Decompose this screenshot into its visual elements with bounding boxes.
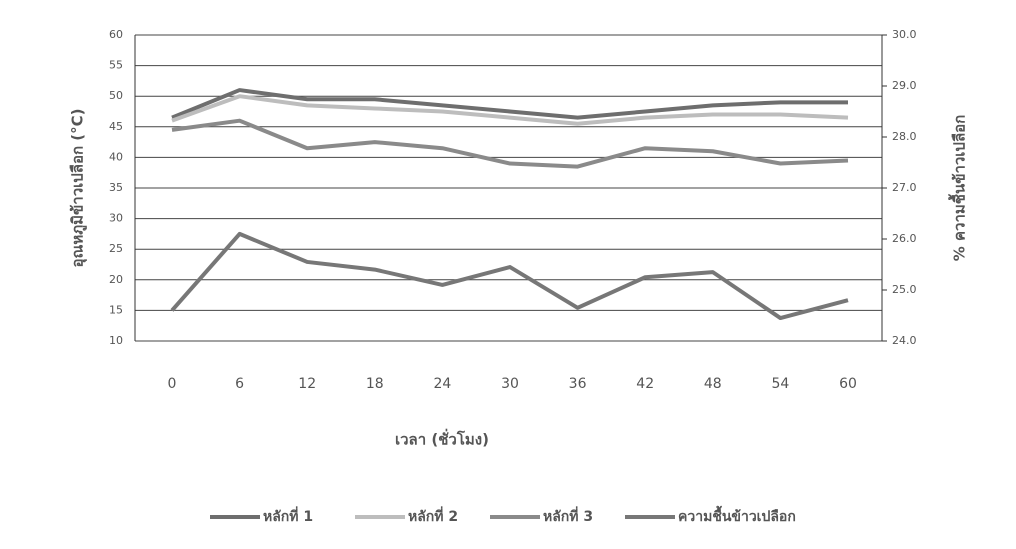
x-tick-label: 42	[636, 376, 654, 392]
x-tick-label: 36	[569, 376, 587, 392]
y-tick-label: 15	[109, 303, 123, 316]
x-tick-label: 30	[501, 376, 519, 392]
legend-label: หลักที่ 3	[543, 506, 593, 525]
y2-axis-label: % ความชื้นข้าวเปลือก	[948, 115, 969, 261]
legend-label: หลักที่ 2	[408, 506, 458, 525]
background	[0, 0, 1016, 549]
x-tick-label: 24	[433, 376, 451, 392]
y2-tick-label: 24.0	[892, 334, 917, 347]
x-tick-label: 54	[771, 376, 789, 392]
x-tick-label: 12	[298, 376, 316, 392]
y-tick-label: 55	[109, 59, 123, 72]
y2-tick-label: 29.0	[892, 79, 917, 92]
y2-tick-label: 26.0	[892, 232, 917, 245]
y-tick-label: 50	[109, 89, 123, 102]
y-tick-label: 10	[109, 334, 123, 347]
y2-tick-label: 25.0	[892, 283, 917, 296]
x-tick-label: 6	[235, 376, 244, 392]
x-tick-label: 18	[366, 376, 384, 392]
y-axis-label: อุณหภูมิข้าวเปลือก (°C)	[69, 108, 88, 267]
y2-tick-label: 27.0	[892, 181, 917, 194]
x-axis-label: เวลา (ชั่วโมง)	[395, 429, 489, 449]
chart: เวลา (ชั่วโมง) อุณหภูมิข้าวเปลือก (°C) %…	[0, 0, 1016, 549]
y2-tick-label: 30.0	[892, 28, 917, 41]
y-tick-label: 35	[109, 181, 123, 194]
y-tick-label: 40	[109, 150, 123, 163]
x-tick-label: 48	[704, 376, 722, 392]
x-tick-label: 60	[839, 376, 857, 392]
legend-label: หลักที่ 1	[263, 506, 313, 525]
y-tick-label: 60	[109, 28, 123, 41]
y-tick-label: 20	[109, 273, 123, 286]
y-tick-label: 30	[109, 212, 123, 225]
x-tick-label: 0	[168, 376, 177, 392]
y-tick-label: 25	[109, 242, 123, 255]
y-tick-label: 45	[109, 120, 123, 133]
y2-tick-label: 28.0	[892, 130, 917, 143]
